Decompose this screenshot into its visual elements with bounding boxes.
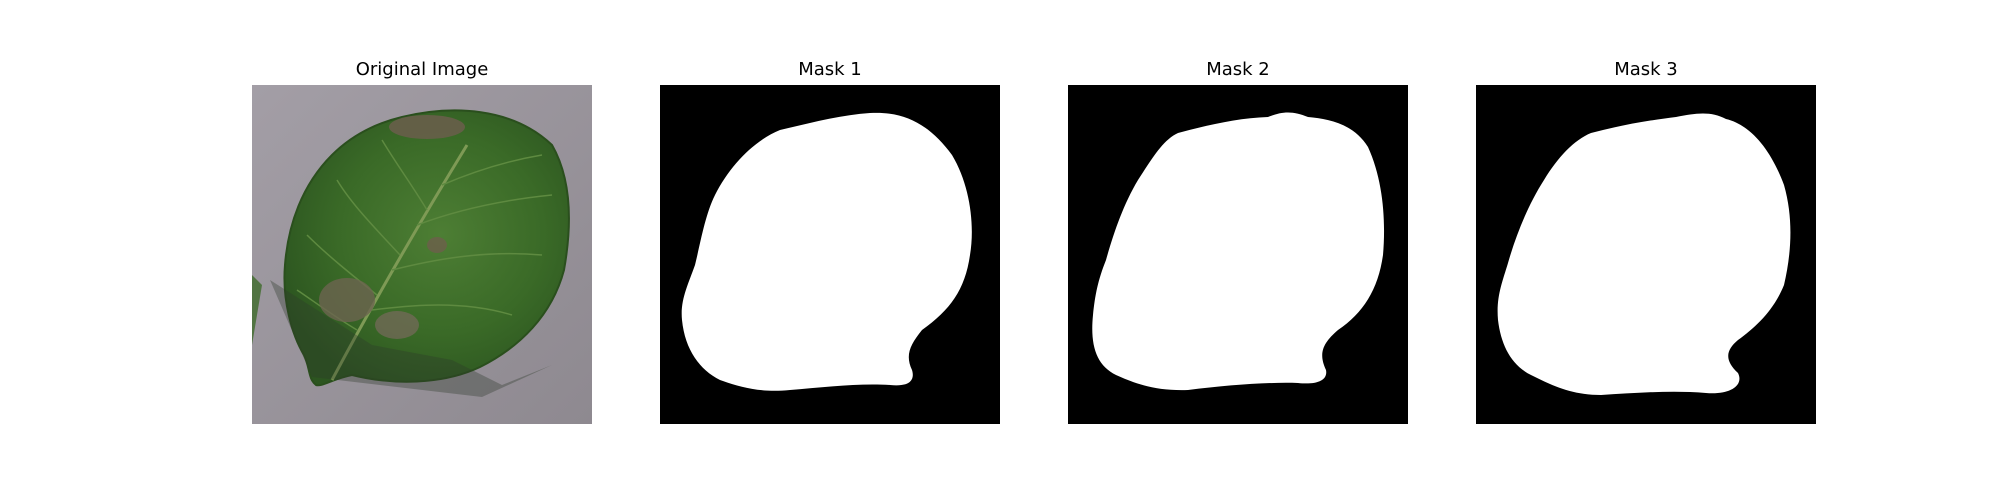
leaf-veins [296,139,553,331]
mask-3-image [1476,85,1816,424]
panel-title: Mask 3 [1614,59,1678,80]
panel-title: Mask 1 [798,59,862,80]
mask-foreground [1497,113,1791,395]
mask-foreground [681,112,972,391]
mask-1-image [660,85,1000,424]
shadow-artifact [270,280,552,397]
mask-2-image [1068,85,1408,424]
leaf-photo-svg [252,85,592,424]
mask-foreground [1092,112,1385,391]
leaf-midrib [330,144,469,381]
edge-artifact [252,275,262,345]
panel-mask-3: Mask 3 [1476,55,1816,424]
leaf-disease-spots [319,115,465,339]
panel-mask-2: Mask 2 [1068,55,1408,424]
panel-mask-1: Mask 1 [660,55,1000,424]
panel-title: Original Image [355,59,489,80]
mask-3-svg [1476,85,1816,424]
panel-title: Mask 2 [1206,59,1270,80]
original-leaf-photo [252,85,592,424]
panel-original-image: Original Image [252,55,592,424]
mask-1-svg [660,85,1000,424]
mask-2-svg [1068,85,1408,424]
